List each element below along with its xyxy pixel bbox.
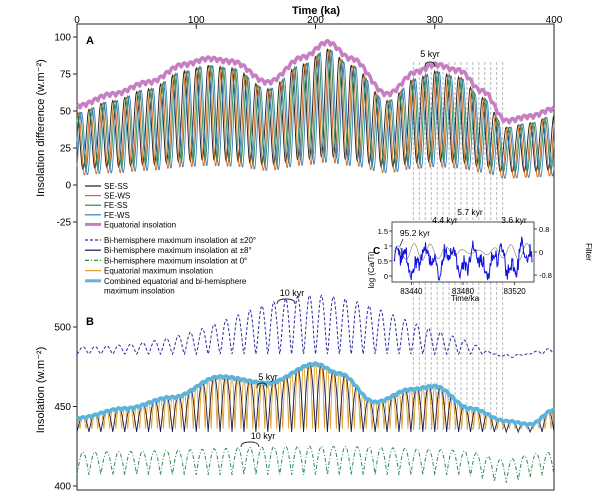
- inset-annotation: 4.4 kyr: [432, 215, 458, 225]
- legend-label: Bi-hemisphere maximum insolation at ±20°: [104, 236, 256, 245]
- series-line-equatorial-maximum: [76, 361, 555, 431]
- inset-y-tick-label: 1: [384, 242, 388, 251]
- y-tick-label: 75: [60, 70, 72, 81]
- annotation-brace: [256, 382, 268, 389]
- legend-label: Combined equatorial and bi-hemisphere: [104, 277, 247, 286]
- legend-label: Bi-hemisphere maximum insolation at 0°: [104, 256, 247, 265]
- inset-x-tick-label: 83520: [504, 287, 527, 296]
- legend-label: SE-WS: [104, 192, 130, 201]
- legend-label: FE-WS: [104, 211, 130, 220]
- y-tick-label: -25: [57, 218, 72, 229]
- series-line-se-ws: [76, 49, 555, 179]
- inset-y2-tick-label: 0.8: [539, 225, 549, 234]
- inset-y-tick-label: 0.5: [378, 257, 388, 266]
- inset-x-tick-label: 83440: [400, 287, 423, 296]
- inset-y2-axis-title: Filter: [584, 243, 593, 261]
- inset-x-tick-label: 83480: [452, 287, 475, 296]
- inset-annotation: 95.2 kyr: [400, 228, 430, 238]
- panel-label-c: C: [373, 246, 380, 257]
- y-tick-label: 100: [54, 33, 71, 44]
- inset-series-filter: [393, 243, 533, 261]
- inset-annotation: 5.7 kyr: [457, 207, 483, 217]
- y-tick-label: 450: [54, 402, 71, 413]
- legend-label: maximum insolation: [104, 286, 175, 295]
- annotation-brace: [240, 441, 260, 448]
- inset-y2-tick-label: -0.8: [539, 271, 552, 280]
- inset-annotation: 3.6 kyr: [501, 215, 527, 225]
- series-line-bi-hemisphere-20: [76, 294, 555, 358]
- y-tick-label: 0: [65, 181, 71, 192]
- series-line-bi-hemisphere-0: [76, 445, 555, 483]
- y-tick-label: 400: [54, 482, 71, 493]
- inset-content: 83440 83480 83520 1.5 1 0.5 0 0.8 0 -0.8: [378, 225, 552, 296]
- series-line-bi-hemisphere-8: [76, 361, 555, 434]
- panel-label-b: B: [86, 316, 94, 328]
- inset-background: [391, 221, 535, 283]
- inset-y-axis-title: log (Ca/Ti): [367, 251, 376, 288]
- x-axis-title: Time (ka): [292, 5, 340, 17]
- annotation-brace: [276, 298, 296, 305]
- legend-label: Equatorial insolation: [104, 220, 176, 229]
- y-axis-title-b: Insolation (w.m⁻²): [35, 347, 47, 434]
- inset-annotation-pointer: [399, 238, 404, 247]
- inset-y-tick-label: 1.5: [378, 227, 388, 236]
- x-tick-label: 100: [188, 15, 205, 26]
- x-tick-label: 400: [546, 15, 563, 26]
- panel-a-series: [75, 38, 556, 179]
- legend-label: FE-SS: [104, 201, 128, 210]
- inset-x-axis-title: Time/ka: [451, 294, 480, 303]
- annotation-a-5kyr: 5 kyr: [420, 49, 440, 59]
- series-line-fe-ss: [76, 49, 555, 174]
- panel-b-axes: 500 450 400: [54, 323, 77, 493]
- inset-y-tick-label: 0: [384, 272, 388, 281]
- series-line-equatorial-insolation: [75, 38, 556, 125]
- inset-c: C log (Ca/Ti) Filter Time/ka 83440 83480 8…: [367, 221, 593, 303]
- series-line-fe-ws: [76, 50, 555, 179]
- y-tick-label: 25: [60, 144, 72, 155]
- legend-label: Equatorial maximum insolation: [104, 267, 213, 276]
- panel-label-a: A: [86, 35, 94, 47]
- inset-y2-tick-label: 0: [539, 248, 543, 257]
- x-tick-label: 0: [74, 15, 80, 26]
- annotation-b-5kyr: 5 kyr: [258, 372, 278, 382]
- x-tick-label: 200: [307, 15, 324, 26]
- x-tick-label: 300: [426, 15, 443, 26]
- legend-b: Bi-hemisphere maximum insolation at ±20°…: [85, 236, 256, 295]
- y-axis-title-a: Insolation difference (w.m⁻²): [35, 59, 47, 197]
- legend-label: Bi-hemisphere maximum insolation at ±8°: [104, 246, 252, 255]
- annotation-b-10kyr-top: 10 kyr: [280, 288, 305, 298]
- legend-label: SE-SS: [104, 182, 128, 191]
- series-line-combined: [75, 361, 556, 428]
- annotation-brace: [424, 61, 436, 68]
- annotation-b-10kyr-bottom: 10 kyr: [251, 431, 276, 441]
- y-tick-label: 500: [54, 323, 71, 334]
- panel-b-series: [75, 294, 556, 483]
- y-tick-label: 50: [60, 107, 72, 118]
- inset-series-log-ca-ti: [393, 235, 533, 281]
